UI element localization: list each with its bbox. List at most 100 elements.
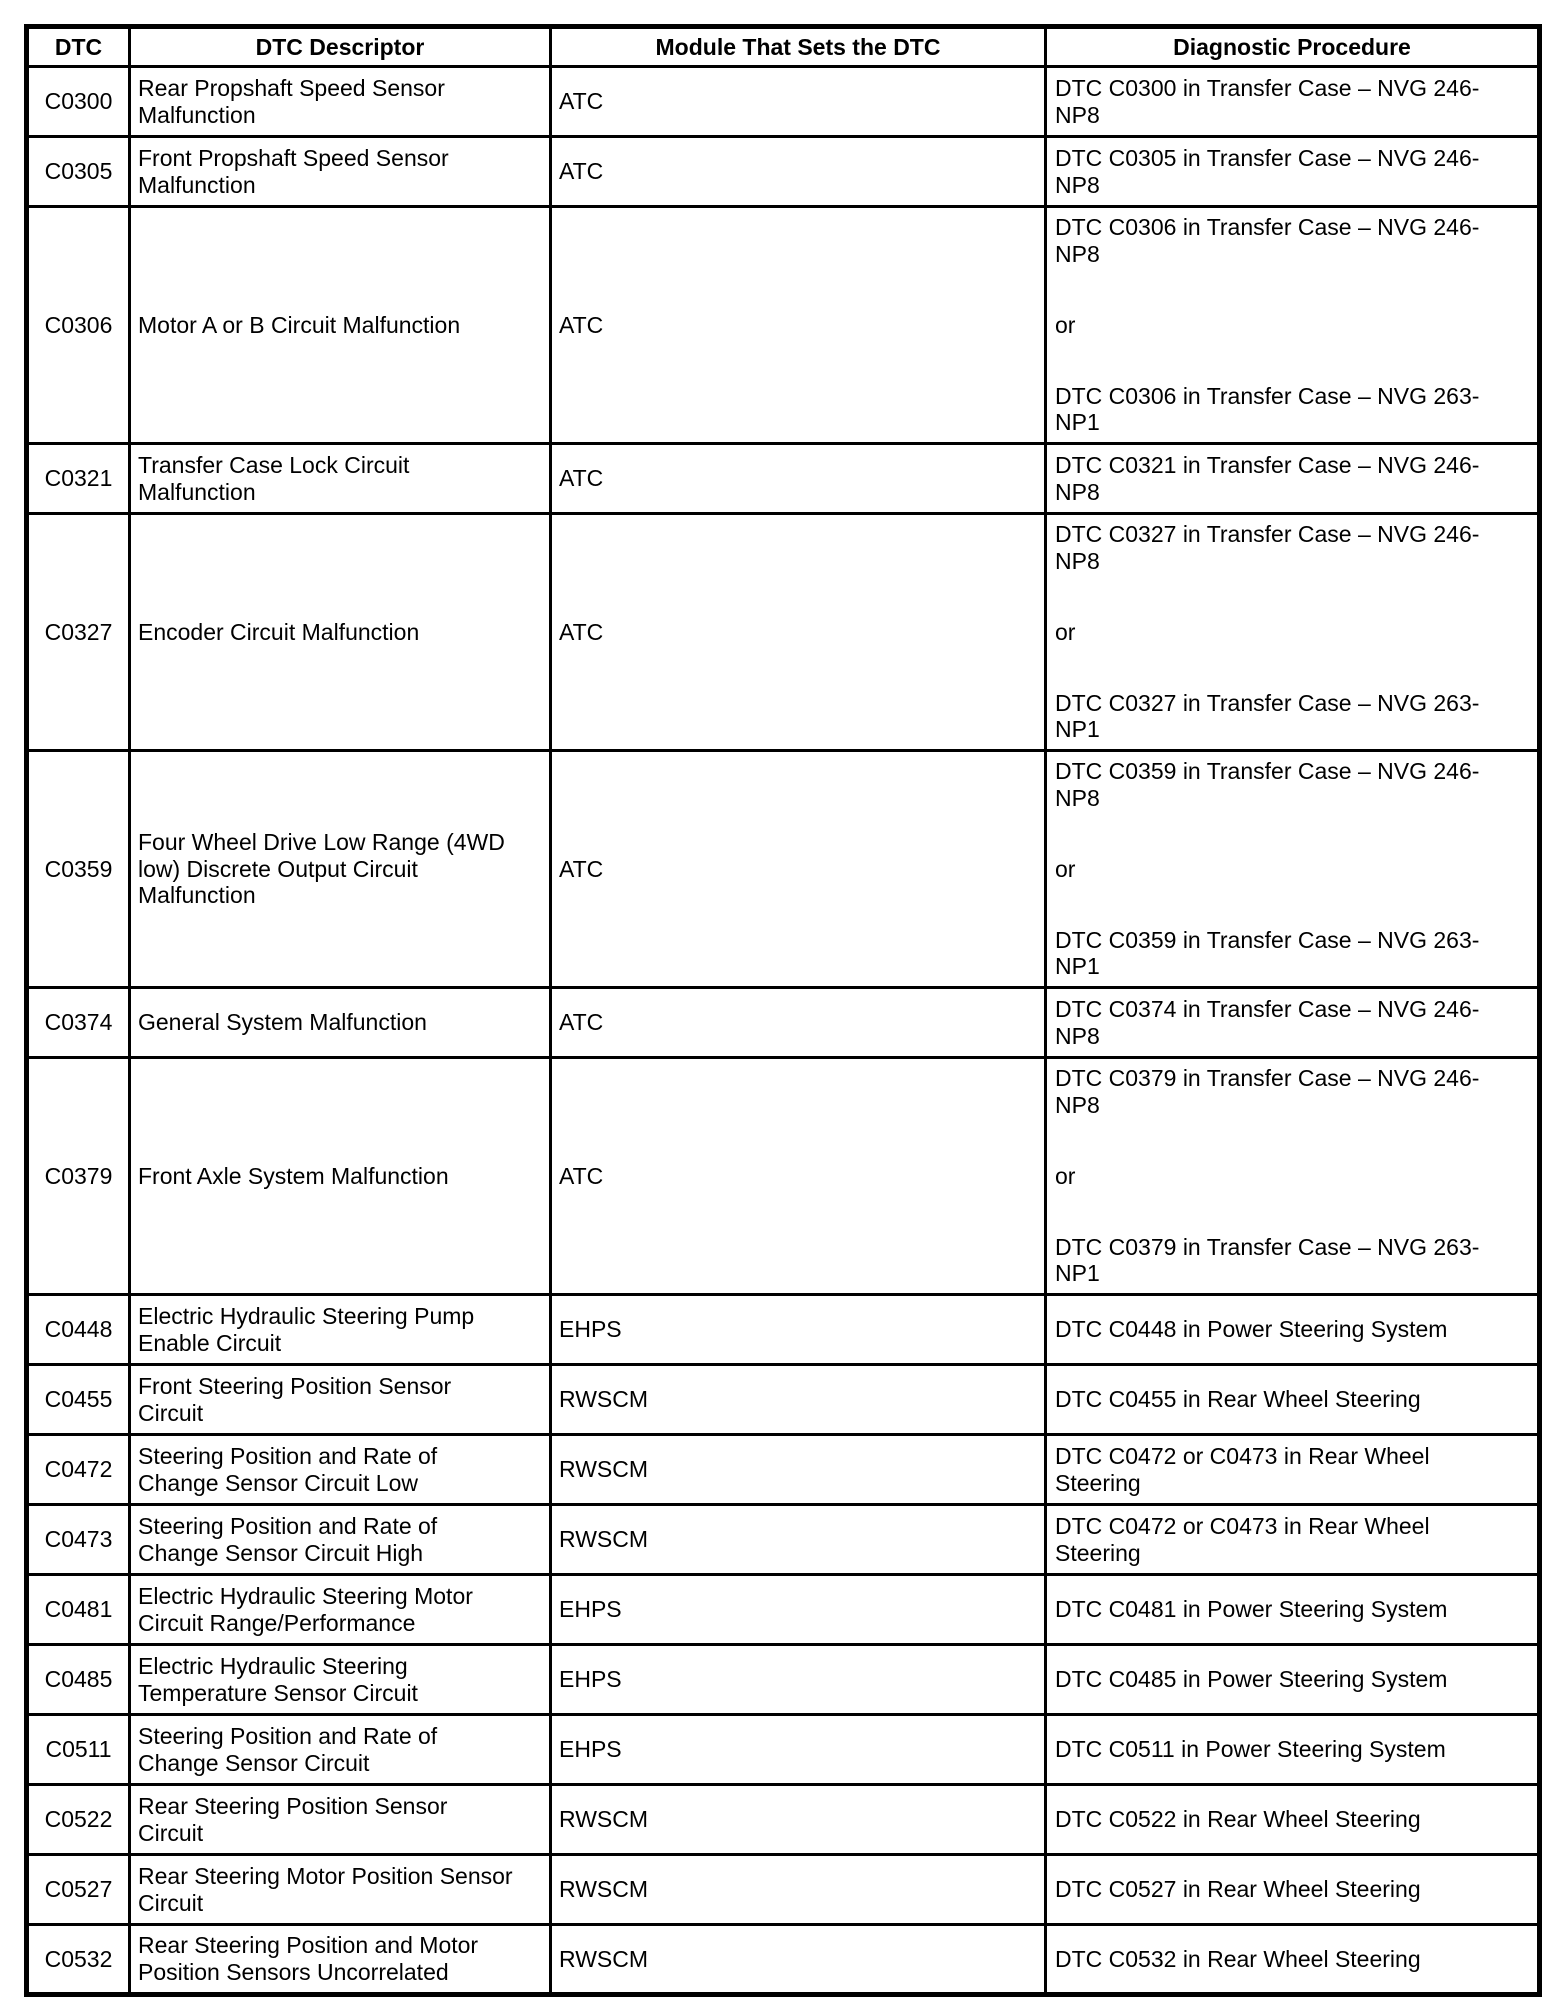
procedure-text-group: DTC C0472 or C0473 in Rear Wheel Steerin… — [1055, 1513, 1494, 1566]
dtc-code-cell: C0306 — [25, 205, 131, 445]
procedure-text-group: DTC C0327 in Transfer Case – NVG 246-NP8… — [1055, 521, 1494, 743]
table-row: C0485 Electric Hydraulic Steering Tempera… — [25, 1643, 1541, 1716]
dtc-code-cell: C0374 — [25, 986, 131, 1059]
module-cell: EHPS — [549, 1573, 1047, 1646]
diagnostic-procedure-cell: DTC C0532 in Rear Wheel Steering — [1044, 1923, 1541, 1996]
module-cell: RWSCM — [549, 1923, 1047, 1996]
header-diagnostic-procedure: Diagnostic Procedure — [1044, 25, 1541, 68]
dtc-descriptor-cell: Rear Steering Position Sensor Circuit — [128, 1783, 552, 1856]
procedure-paragraph: DTC C0327 in Transfer Case – NVG 246-NP8 — [1055, 521, 1480, 574]
module-cell: ATC — [549, 442, 1047, 515]
module-cell: RWSCM — [549, 1853, 1047, 1926]
dtc-descriptor-cell: Steering Position and Rate of Change Sen… — [128, 1503, 552, 1576]
dtc-code-cell: C0327 — [25, 512, 131, 752]
diagnostic-procedure-cell: DTC C0359 in Transfer Case – NVG 246-NP8… — [1044, 749, 1541, 989]
module-cell: RWSCM — [549, 1433, 1047, 1506]
diagnostic-procedure-cell: DTC C0327 in Transfer Case – NVG 246-NP8… — [1044, 512, 1541, 752]
procedure-text-group: DTC C0511 in Power Steering System — [1055, 1736, 1494, 1763]
procedure-text-group: DTC C0472 or C0473 in Rear Wheel Steerin… — [1055, 1443, 1494, 1496]
dtc-descriptor-cell: Four Wheel Drive Low Range (4WD low) Dis… — [128, 749, 552, 989]
table-row: C0448 Electric Hydraulic Steering Pump En… — [25, 1293, 1541, 1366]
table-row: C0481 Electric Hydraulic Steering Motor C… — [25, 1573, 1541, 1646]
diagnostic-procedure-cell: DTC C0472 or C0473 in Rear Wheel Steerin… — [1044, 1433, 1541, 1506]
procedure-paragraph: or — [1055, 1162, 1076, 1189]
dtc-table: DTC DTC Descriptor Module That Sets the … — [24, 24, 1542, 1997]
dtc-code-cell: C0532 — [25, 1923, 131, 1996]
procedure-paragraph: or — [1055, 855, 1076, 882]
procedure-paragraph: DTC C0455 in Rear Wheel Steering — [1055, 1386, 1421, 1413]
dtc-descriptor-cell: Rear Steering Motor Position Sensor Circ… — [128, 1853, 552, 1926]
diagnostic-procedure-cell: DTC C0379 in Transfer Case – NVG 246-NP8… — [1044, 1056, 1541, 1296]
procedure-text-group: DTC C0522 in Rear Wheel Steering — [1055, 1806, 1494, 1833]
dtc-descriptor-cell: Steering Position and Rate of Change Sen… — [128, 1433, 552, 1506]
dtc-descriptor-cell: General System Malfunction — [128, 986, 552, 1059]
dtc-descriptor-cell: Transfer Case Lock Circuit Malfunction — [128, 442, 552, 515]
diagnostic-procedure-cell: DTC C0522 in Rear Wheel Steering — [1044, 1783, 1541, 1856]
procedure-text-group: DTC C0481 in Power Steering System — [1055, 1596, 1494, 1623]
procedure-text-group: DTC C0374 in Transfer Case – NVG 246-NP8 — [1055, 996, 1494, 1049]
table-row: C0305 Front Propshaft Speed Sensor Malfun… — [25, 135, 1541, 208]
procedure-text-group: DTC C0305 in Transfer Case – NVG 246-NP8 — [1055, 145, 1494, 198]
table-row: C0527 Rear Steering Motor Position Sensor… — [25, 1853, 1541, 1926]
dtc-table-header: DTC DTC Descriptor Module That Sets the … — [25, 25, 1541, 68]
procedure-paragraph: DTC C0481 in Power Steering System — [1055, 1596, 1448, 1623]
diagnostic-procedure-cell: DTC C0511 in Power Steering System — [1044, 1713, 1541, 1786]
module-cell: ATC — [549, 135, 1047, 208]
dtc-descriptor-cell: Electric Hydraulic Steering Motor Circui… — [128, 1573, 552, 1646]
table-row: C0522 Rear Steering Position Sensor Circu… — [25, 1783, 1541, 1856]
procedure-paragraph: DTC C0359 in Transfer Case – NVG 263-NP1 — [1055, 926, 1480, 980]
table-row: C0532 Rear Steering Position and Motor Po… — [25, 1923, 1541, 1996]
dtc-code-cell: C0455 — [25, 1363, 131, 1436]
table-row: C0359 Four Wheel Drive Low Range (4WD low… — [25, 749, 1541, 989]
procedure-text-group: DTC C0532 in Rear Wheel Steering — [1055, 1946, 1494, 1973]
table-row: C0455 Front Steering Position Sensor Circ… — [25, 1363, 1541, 1436]
module-cell: ATC — [549, 986, 1047, 1059]
module-cell: ATC — [549, 1056, 1047, 1296]
procedure-paragraph: DTC C0511 in Power Steering System — [1055, 1736, 1446, 1763]
module-cell: RWSCM — [549, 1783, 1047, 1856]
procedure-paragraph: DTC C0472 or C0473 in Rear Wheel Steerin… — [1055, 1512, 1430, 1566]
header-dtc-descriptor: DTC Descriptor — [128, 25, 552, 68]
dtc-descriptor-cell: Front Propshaft Speed Sensor Malfunction — [128, 135, 552, 208]
procedure-paragraph: DTC C0374 in Transfer Case – NVG 246-NP8 — [1055, 995, 1480, 1049]
dtc-code-cell: C0448 — [25, 1293, 131, 1366]
procedure-paragraph: DTC C0485 in Power Steering System — [1055, 1666, 1448, 1693]
diagnostic-procedure-cell: DTC C0481 in Power Steering System — [1044, 1573, 1541, 1646]
table-row: C0511 Steering Position and Rate of Chang… — [25, 1713, 1541, 1786]
dtc-descriptor-cell: Motor A or B Circuit Malfunction — [128, 205, 552, 445]
procedure-text-group: DTC C0306 in Transfer Case – NVG 246-NP8… — [1055, 214, 1494, 436]
module-cell: EHPS — [549, 1643, 1047, 1716]
dtc-code-cell: C0379 — [25, 1056, 131, 1296]
procedure-paragraph: DTC C0522 in Rear Wheel Steering — [1055, 1806, 1421, 1833]
dtc-descriptor-cell: Front Axle System Malfunction — [128, 1056, 552, 1296]
procedure-paragraph: DTC C0532 in Rear Wheel Steering — [1055, 1945, 1421, 1972]
module-cell: ATC — [549, 512, 1047, 752]
table-row: C0374 General System Malfunction ATC DTC C0… — [25, 986, 1541, 1059]
dtc-code-cell: C0527 — [25, 1853, 131, 1926]
dtc-descriptor-cell: Electric Hydraulic Steering Temperature … — [128, 1643, 552, 1716]
dtc-code-cell: C0300 — [25, 65, 131, 138]
diagnostic-procedure-cell: DTC C0305 in Transfer Case – NVG 246-NP8 — [1044, 135, 1541, 208]
procedure-paragraph: DTC C0527 in Rear Wheel Steering — [1055, 1876, 1421, 1903]
diagnostic-procedure-cell: DTC C0485 in Power Steering System — [1044, 1643, 1541, 1716]
procedure-text-group: DTC C0379 in Transfer Case – NVG 246-NP8… — [1055, 1065, 1494, 1287]
procedure-paragraph: DTC C0327 in Transfer Case – NVG 263-NP1 — [1055, 689, 1480, 743]
dtc-descriptor-cell: Electric Hydraulic Steering Pump Enable … — [128, 1293, 552, 1366]
dtc-code-cell: C0481 — [25, 1573, 131, 1646]
diagnostic-procedure-cell: DTC C0321 in Transfer Case – NVG 246-NP8 — [1044, 442, 1541, 515]
header-dtc: DTC — [25, 25, 131, 68]
dtc-descriptor-cell: Rear Steering Position and Motor Positio… — [128, 1923, 552, 1996]
diagnostic-procedure-cell: DTC C0455 in Rear Wheel Steering — [1044, 1363, 1541, 1436]
dtc-descriptor-cell: Rear Propshaft Speed Sensor Malfunction — [128, 65, 552, 138]
procedure-paragraph: DTC C0472 or C0473 in Rear Wheel Steerin… — [1055, 1442, 1430, 1496]
diagnostic-procedure-cell: DTC C0527 in Rear Wheel Steering — [1044, 1853, 1541, 1926]
procedure-text-group: DTC C0455 in Rear Wheel Steering — [1055, 1386, 1494, 1413]
diagnostic-procedure-cell: DTC C0306 in Transfer Case – NVG 246-NP8… — [1044, 205, 1541, 445]
procedure-paragraph: DTC C0448 in Power Steering System — [1055, 1316, 1448, 1343]
procedure-text-group: DTC C0485 in Power Steering System — [1055, 1666, 1494, 1693]
table-row: C0473 Steering Position and Rate of Chang… — [25, 1503, 1541, 1576]
procedure-text-group: DTC C0527 in Rear Wheel Steering — [1055, 1876, 1494, 1903]
procedure-paragraph: DTC C0379 in Transfer Case – NVG 263-NP1 — [1055, 1233, 1480, 1287]
dtc-code-cell: C0511 — [25, 1713, 131, 1786]
